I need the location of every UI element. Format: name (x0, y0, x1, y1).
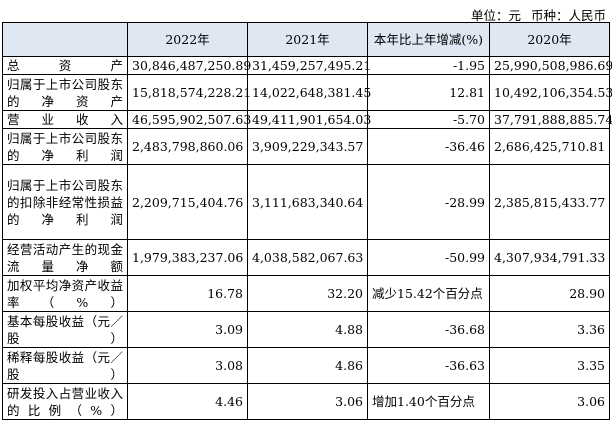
row-label: 研发投入占营业收入的比例（%） (2, 383, 128, 420)
cell-2020: 3.35 (489, 347, 610, 384)
cell-2020: 3.06 (489, 383, 610, 420)
cell-2022: 30,846,487,250.89 (127, 56, 251, 75)
row-label: 归属于上市公司股东的净资产 (2, 74, 128, 111)
table-row: 归属于上市公司股东的净资产 15,818,574,228.21 14,022,6… (2, 74, 612, 111)
cell-2022: 4.46 (127, 383, 248, 420)
cell-2021: 4.88 (247, 311, 368, 348)
header-2021: 2021年 (247, 22, 368, 57)
cell-2022: 2,209,715,404.76 (127, 164, 248, 240)
table-row: 总资产 30,846,487,250.89 31,459,257,495.21 … (2, 56, 612, 75)
cell-2020: 25,990,508,986.69 (489, 56, 612, 75)
cell-2022: 46,595,902,507.63 (127, 110, 251, 129)
table-row: 基本每股收益（元／股） 3.09 4.88 -36.68 3.36 (2, 311, 610, 348)
cell-2020: 28.90 (489, 275, 610, 312)
row-label: 稀释每股收益（元／股） (2, 347, 128, 384)
cell-change: -1.95 (367, 56, 490, 75)
cell-2022: 3.08 (127, 347, 248, 384)
header-item-label (2, 22, 128, 57)
table-header-row: 2022年 2021年 本年比上年增减(%) 2020年 (2, 22, 610, 57)
cell-2022: 2,483,798,860.06 (127, 128, 248, 165)
cell-change: -36.63 (367, 347, 490, 384)
cell-2021: 32.20 (247, 275, 368, 312)
cell-2020: 2,686,425,710.81 (489, 128, 610, 165)
cell-change: -36.68 (367, 311, 490, 348)
cell-2021: 4.86 (247, 347, 368, 384)
cell-2020: 3.36 (489, 311, 610, 348)
cell-2022: 1,979,383,237.06 (127, 239, 248, 276)
row-label: 基本每股收益（元／股） (2, 311, 128, 348)
cell-2022: 16.78 (127, 275, 248, 312)
cell-2020: 37,791,888,885.74 (489, 110, 612, 129)
cell-2021: 49,411,901,654.03 (247, 110, 371, 129)
currency-label: 币种：人民币 (530, 8, 606, 23)
cell-2022: 15,818,574,228.21 (127, 74, 251, 111)
cell-change: 减少15.42个百分点 (367, 275, 490, 312)
unit-label: 单位：元 (470, 8, 521, 23)
cell-2021: 4,038,582,067.63 (247, 239, 368, 276)
header-2020: 2020年 (489, 22, 610, 57)
cell-change: 12.81 (367, 74, 490, 111)
cell-2020: 10,492,106,354.53 (489, 74, 612, 111)
cell-2020: 2,385,815,433.77 (489, 164, 610, 240)
table-row: 归属于上市公司股东的净利润 2,483,798,860.06 3,909,229… (2, 128, 610, 165)
unit-line: 单位：元 币种：人民币 (471, 5, 606, 24)
cell-2020: 4,307,934,791.33 (489, 239, 610, 276)
header-change: 本年比上年增减(%) (367, 22, 490, 57)
cell-change: -5.70 (367, 110, 490, 129)
row-label: 归属于上市公司股东的净利润 (2, 128, 128, 165)
cell-change: -36.46 (367, 128, 490, 165)
cell-2021: 14,022,648,381.45 (247, 74, 371, 111)
table-row: 稀释每股收益（元／股） 3.08 4.86 -36.63 3.35 (2, 347, 610, 384)
table-row: 归属于上市公司股东的扣除非经常性损益的净利润 2,209,715,404.76 … (2, 164, 610, 240)
table-row: 加权平均净资产收益率（%） 16.78 32.20 减少15.42个百分点 28… (2, 275, 610, 312)
row-label: 经营活动产生的现金流量净额 (2, 239, 128, 276)
table-row: 经营活动产生的现金流量净额 1,979,383,237.06 4,038,582… (2, 239, 610, 276)
row-label: 总资产 (2, 56, 128, 75)
table-row: 营业收入 46,595,902,507.63 49,411,901,654.03… (2, 110, 612, 129)
cell-change: 增加1.40个百分点 (367, 383, 490, 420)
cell-2022: 3.09 (127, 311, 248, 348)
row-label: 营业收入 (2, 110, 128, 129)
cell-2021: 3.06 (247, 383, 368, 420)
cell-change: -28.99 (367, 164, 490, 240)
cell-2021: 3,111,683,340.64 (247, 164, 368, 240)
table-row: 研发投入占营业收入的比例（%） 4.46 3.06 增加1.40个百分点 3.0… (2, 383, 610, 420)
cell-change: -50.99 (367, 239, 490, 276)
cell-2021: 31,459,257,495.21 (247, 56, 371, 75)
row-label: 加权平均净资产收益率（%） (2, 275, 128, 312)
row-label: 归属于上市公司股东的扣除非经常性损益的净利润 (2, 164, 128, 240)
header-2022: 2022年 (127, 22, 248, 57)
cell-2021: 3,909,229,343.57 (247, 128, 368, 165)
financial-table: 2022年 2021年 本年比上年增减(%) 2020年 总资产 30,846,… (2, 22, 612, 420)
